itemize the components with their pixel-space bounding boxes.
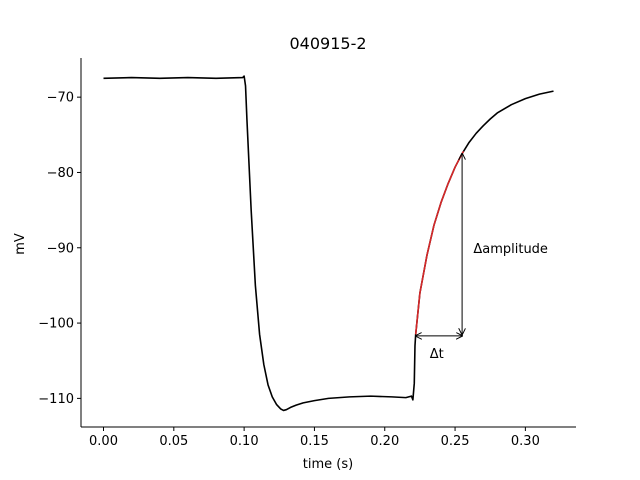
x-axis-label: time (s) (303, 457, 353, 472)
x-tick-label: 0.15 (300, 434, 329, 449)
chart-title: 040915-2 (289, 34, 366, 53)
x-tick-label: 0.00 (89, 434, 118, 449)
y-axis-label: mV (13, 233, 28, 255)
annotation-label-0: Δamplitude (473, 242, 548, 257)
x-tick-label: 0.25 (441, 434, 470, 449)
y-tick-label: −110 (38, 392, 74, 407)
axes: 0.00 0.05 0.10 0.15 0.20 0.25 0.30 −70 −80 −90 −10… (38, 58, 576, 449)
annotation-label-1: Δt (430, 347, 444, 362)
series-line-1 (414, 150, 465, 335)
plot-area: Δamplitude Δt (103, 75, 554, 412)
y-tick-label: −70 (47, 91, 74, 106)
x-tick-label: 0.10 (230, 434, 259, 449)
series-line-0 (103, 75, 554, 412)
y-tick-label: −80 (47, 166, 74, 181)
y-tick-label: −100 (38, 317, 74, 332)
x-tick-label: 0.05 (159, 434, 188, 449)
y-tick-label: −90 (47, 241, 74, 256)
x-tick-label: 0.20 (370, 434, 399, 449)
x-tick-label: 0.30 (511, 434, 540, 449)
